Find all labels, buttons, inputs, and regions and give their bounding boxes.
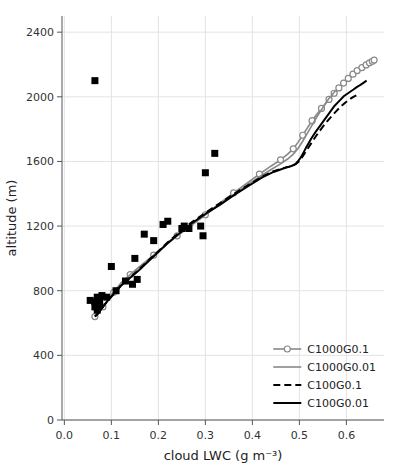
grid-line-y [62,420,384,421]
x-tick [299,420,300,425]
chart: 0.0 0.1 0.2 0.3 0.4 0.5 0.6 0 400 800 1200 1600 2000… [0,0,400,474]
scatter-point [200,232,207,239]
legend-label: C1000G0.1 [307,343,369,356]
grid-line-x [252,16,253,420]
grid-line-y [62,161,384,162]
y-axis-line [62,16,63,420]
line-series [95,90,336,316]
grid-line-x [111,16,112,420]
y-tick [57,355,62,356]
line-series [95,81,367,317]
series-line [95,81,367,317]
x-tick [346,420,347,425]
x-axis-label: cloud LWC (g m⁻³) [164,448,283,463]
x-tick [205,420,206,425]
legend-label: C100G0.01 [307,397,369,410]
y-tick-label: 2400 [26,26,54,39]
scatter-point [197,223,204,230]
scatter-point [178,225,185,232]
scatter-point [134,276,141,283]
x-tick-label: 0.3 [197,429,215,442]
x-tick [64,420,65,425]
grid-line-x [64,16,65,420]
grid-line-y [62,226,384,227]
scatter-point [96,296,103,303]
y-tick-label: 1200 [26,220,54,233]
scatter-point [94,307,101,314]
legend-marker [284,346,290,352]
y-tick [57,161,62,162]
scatter-point [211,150,218,157]
x-axis-line [62,420,384,421]
scatter-point [141,231,148,238]
y-tick [57,96,62,97]
y-tick [57,420,62,421]
series-line [95,60,375,317]
x-tick [158,420,159,425]
scatter-point [202,169,209,176]
scatter-point [150,237,157,244]
y-tick-label: 2000 [26,91,54,104]
y-axis-label: altitude (m) [4,180,19,257]
plot-area [87,57,377,319]
y-tick [57,226,62,227]
series-line [95,90,336,316]
grid-line-y [62,32,384,33]
line-series [92,57,377,319]
y-tick-label: 0 [47,414,54,427]
legend-label: C1000G0.01 [307,361,376,374]
legend-label: C100G0.1 [307,379,362,392]
scatter-point [185,225,192,232]
y-tick [57,32,62,33]
grid-line-x [158,16,159,420]
line-marker [336,85,342,91]
axes: 0.0 0.1 0.2 0.3 0.4 0.5 0.6 0 400 800 1200 1600 2000… [26,16,384,442]
scatter-point [164,218,171,225]
scatter-point [122,278,129,285]
scatter-point [113,287,120,294]
scatter-point [103,294,110,301]
scatter-point [131,255,138,262]
x-tick [252,420,253,425]
y-tick-label: 1600 [26,155,54,168]
x-tick [111,420,112,425]
scatter-series [87,77,219,313]
line-marker [371,57,377,63]
y-tick-label: 400 [33,349,54,362]
scatter-point [91,77,98,84]
grid [62,16,384,420]
x-tick-label: 0.4 [244,429,262,442]
x-tick-label: 0.6 [338,429,356,442]
y-tick [57,290,62,291]
x-tick-label: 0.5 [291,429,309,442]
grid-line-y [62,290,384,291]
legend-swatch [273,366,301,368]
scatter-point [108,263,115,270]
legend-swatch [273,384,301,386]
legend-swatch [273,402,301,404]
x-tick-label: 0.0 [56,429,74,442]
y-tick-label: 800 [33,285,54,298]
x-tick-label: 0.2 [150,429,168,442]
x-tick-label: 0.1 [103,429,121,442]
line-marker [341,80,347,86]
grid-line-x [299,16,300,420]
legend: C1000G0.1 C1000G0.01 C100G0.1 C100G0.01 [273,343,376,410]
